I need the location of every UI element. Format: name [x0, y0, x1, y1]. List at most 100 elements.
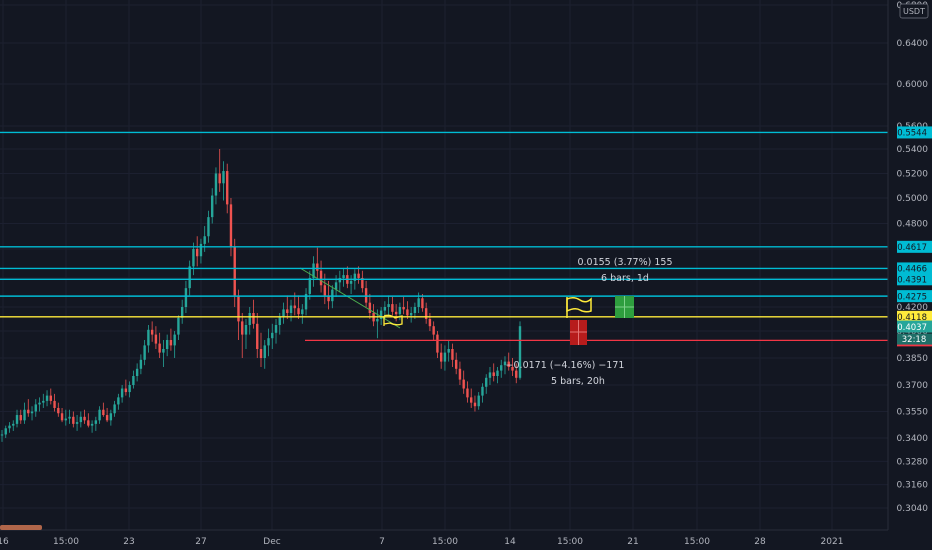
candle-body [334, 282, 338, 290]
candle-body [331, 289, 334, 302]
candle-body [503, 361, 507, 366]
candle [297, 295, 300, 319]
trend-line[interactable] [299, 267, 401, 329]
level-price-label[interactable] [897, 290, 932, 303]
candle-body [83, 416, 86, 421]
candle-body [128, 385, 131, 393]
candle-body [301, 309, 304, 315]
candle-body [68, 416, 71, 419]
candle [75, 415, 79, 431]
candle-body [383, 307, 387, 311]
level-price-label[interactable] [897, 262, 932, 275]
candle [38, 397, 41, 412]
level-price-text: 0.5544 [897, 129, 927, 139]
candle-body [278, 316, 281, 325]
candle [87, 413, 90, 428]
candle-body [87, 420, 90, 426]
candle-body [23, 409, 26, 421]
candle [511, 358, 514, 376]
chart-drawings[interactable] [383, 296, 634, 345]
candle-body [113, 404, 116, 414]
candle [154, 326, 158, 349]
candle-body [323, 285, 327, 296]
candle [27, 399, 30, 417]
candle [218, 149, 221, 192]
candle-body [308, 278, 311, 294]
candle-body [229, 204, 233, 247]
candle [289, 299, 293, 322]
candle-body [458, 368, 462, 380]
candle [237, 289, 240, 340]
candle-body [443, 352, 447, 362]
candle [49, 388, 52, 405]
candle [364, 280, 368, 307]
candle [15, 409, 19, 428]
candle-body [64, 418, 68, 421]
candle [319, 260, 323, 293]
candle [312, 256, 315, 287]
level-price-label[interactable] [897, 273, 932, 286]
candle [94, 416, 98, 431]
y-tick-label: 0.3550 [897, 408, 929, 418]
candle-body [485, 377, 488, 387]
candle-body [439, 352, 443, 362]
candle-body [154, 334, 158, 344]
candle-body [4, 428, 7, 435]
candle [432, 321, 435, 340]
candle-body [447, 349, 450, 353]
candle [301, 304, 304, 324]
candle-body [436, 334, 439, 353]
candle [259, 332, 263, 367]
candle-body [376, 319, 379, 322]
price-scale[interactable]: 0.68000.64000.60000.56000.54000.52000.50… [887, 0, 932, 530]
flag-marker-small-icon[interactable] [383, 314, 403, 326]
candle-body [12, 423, 15, 426]
candle [503, 356, 507, 375]
candle [57, 402, 60, 417]
candle-body [473, 402, 477, 407]
candle [0, 430, 4, 442]
candle-body [222, 171, 225, 184]
time-scale[interactable]: 16 15:00 23 27 Dec 7 15:00 14 15:00 21 15:00 28 2021 [0, 529, 888, 547]
candle [244, 319, 248, 349]
long-position-marker[interactable] [615, 296, 634, 318]
level-price-label[interactable] [897, 240, 932, 253]
candle-body [15, 415, 19, 424]
candle-body [180, 307, 184, 318]
flag-icon[interactable] [566, 296, 592, 318]
candle-body [75, 422, 79, 424]
horizontal-levels[interactable] [0, 131, 888, 342]
level-price-label[interactable] [897, 310, 932, 323]
candle [439, 343, 443, 369]
y-tick-label: 0.5000 [897, 194, 929, 204]
measure-label-1-value: 0.0155 (3.77%) 155 [577, 257, 672, 268]
candle-body [57, 407, 60, 414]
current-price-label[interactable] [897, 320, 932, 333]
candle-body [226, 171, 229, 205]
candle-body [361, 278, 364, 289]
short-position-marker[interactable] [570, 320, 587, 345]
candle [169, 328, 173, 351]
candle [90, 420, 94, 433]
level-price-label[interactable] [897, 126, 932, 139]
candle [481, 383, 484, 403]
currency-badge[interactable]: USDT [899, 3, 929, 19]
y-tick-label: 0.3700 [897, 381, 929, 391]
candle [342, 267, 345, 287]
measure-label-1-bars: 6 bars, 1d [601, 273, 649, 284]
candle [316, 247, 319, 278]
candle [12, 420, 15, 431]
x-tick-label: 15:00 [684, 537, 710, 547]
y-tick-label: 0.4200 [897, 303, 929, 313]
candle [466, 381, 469, 403]
candle-body [244, 325, 248, 335]
time-range-handle[interactable] [0, 525, 42, 530]
candle-body [120, 388, 124, 398]
candle-body [342, 275, 345, 278]
candle-body [417, 298, 420, 307]
candle-body [451, 349, 454, 360]
candle-body [470, 397, 473, 403]
y-tick-label: 0.3400 [897, 434, 929, 444]
